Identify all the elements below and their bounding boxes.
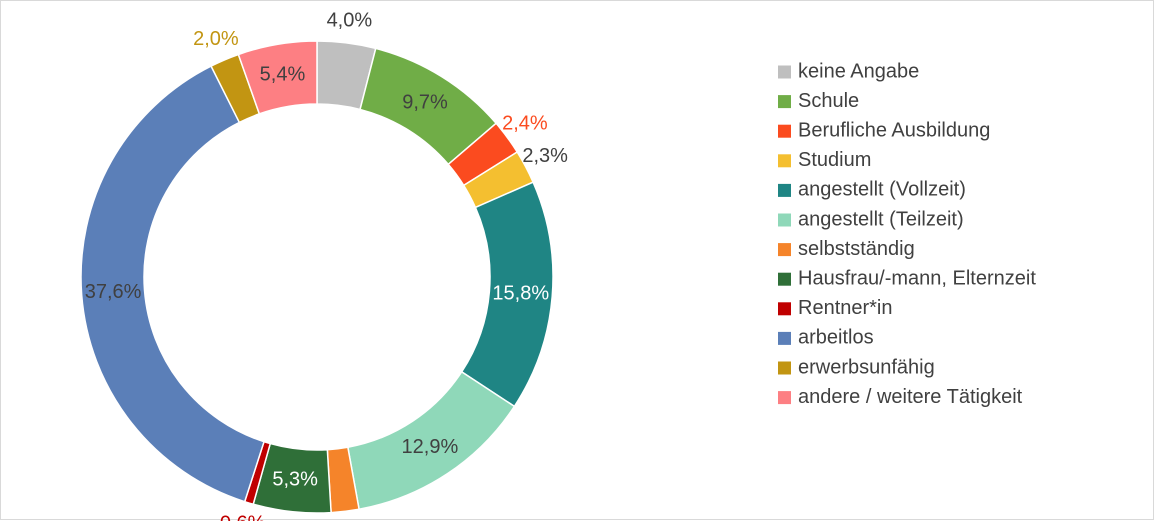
legend-swatch: [778, 391, 791, 405]
legend-label: Schule: [798, 90, 859, 112]
data-label: 15,8%: [492, 282, 549, 304]
legend-swatch: [778, 95, 791, 109]
legend-swatch: [778, 302, 791, 316]
legend-swatch: [778, 124, 791, 138]
data-label: 37,6%: [85, 281, 142, 303]
legend-swatch: [778, 272, 791, 286]
data-label: 12,9%: [402, 436, 459, 458]
data-label: 0,6%: [220, 512, 266, 521]
legend-label: Hausfrau/-mann, Elternzeit: [798, 267, 1036, 289]
legend-label: erwerbsunfähig: [798, 356, 935, 378]
data-label: 5,3%: [272, 469, 318, 491]
data-label: 5,4%: [260, 64, 306, 86]
legend-swatch: [778, 331, 791, 345]
legend-swatch: [778, 243, 791, 257]
legend-label: Rentner*in: [798, 297, 893, 319]
donut-slice: [237, 40, 318, 115]
donut-slice: [80, 65, 265, 503]
legend-swatch: [778, 65, 791, 79]
legend-label: angestellt (Teilzeit): [798, 208, 964, 230]
legend-label: selbstständig: [798, 238, 915, 260]
data-label: 2,3%: [522, 145, 568, 167]
data-label: 2,4%: [502, 113, 548, 135]
legend-label: Berufliche Ausbildung: [798, 119, 990, 141]
legend-swatch: [778, 154, 791, 168]
legend-label: Studium: [798, 149, 871, 171]
data-label: 4,0%: [327, 9, 373, 31]
legend-label: arbeitlos: [798, 327, 874, 349]
legend-label: andere / weitere Tätigkeit: [798, 386, 1023, 408]
legend-swatch: [778, 183, 791, 197]
legend-swatch: [778, 213, 791, 227]
data-label: 2,0%: [193, 28, 239, 50]
legend-swatch: [778, 361, 791, 375]
data-label: 9,7%: [402, 92, 448, 114]
legend-label: keine Angabe: [798, 60, 919, 82]
legend-label: angestellt (Vollzeit): [798, 179, 966, 201]
